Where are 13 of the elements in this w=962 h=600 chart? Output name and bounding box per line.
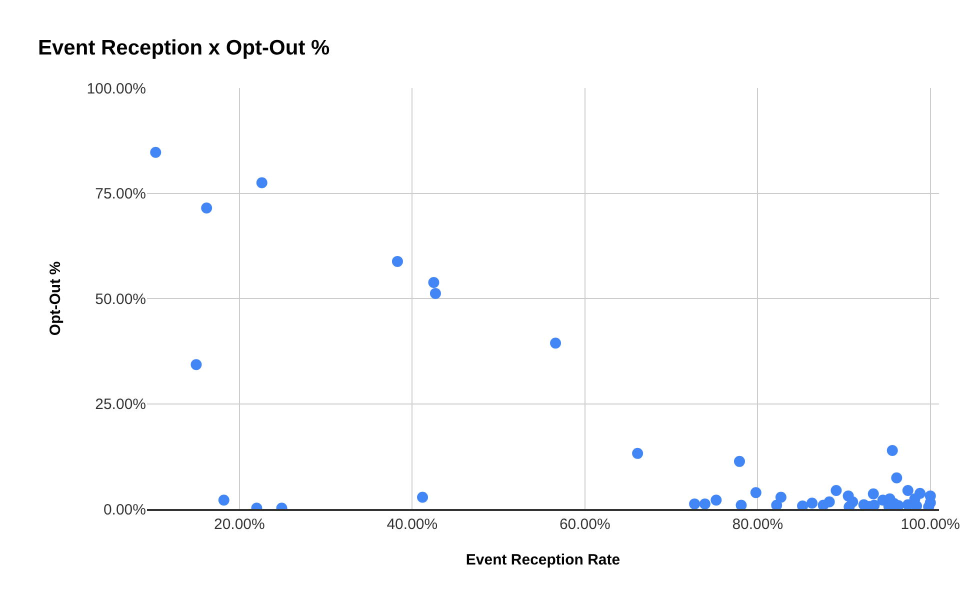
y-tick-label: 75.00% bbox=[95, 186, 146, 202]
y-tick-label: 100.00% bbox=[86, 80, 146, 98]
x-axis-title: Event Reception Rate bbox=[466, 551, 620, 568]
y-tick-label: 0.00% bbox=[103, 501, 146, 518]
x-tick-label: 80.00% bbox=[732, 516, 784, 533]
x-tick-label: 100.00% bbox=[900, 516, 960, 533]
x-tick-label: 40.00% bbox=[386, 516, 438, 533]
x-tick-label: 60.00% bbox=[559, 516, 610, 533]
x-tick-label: 20.00% bbox=[214, 516, 265, 533]
y-tick-label: 50.00% bbox=[95, 290, 146, 308]
y-axis-title: Opt-Out % bbox=[47, 261, 64, 336]
y-tick-label: 25.00% bbox=[95, 396, 146, 413]
chart-title: Event Reception x Opt-Out % bbox=[38, 36, 330, 60]
